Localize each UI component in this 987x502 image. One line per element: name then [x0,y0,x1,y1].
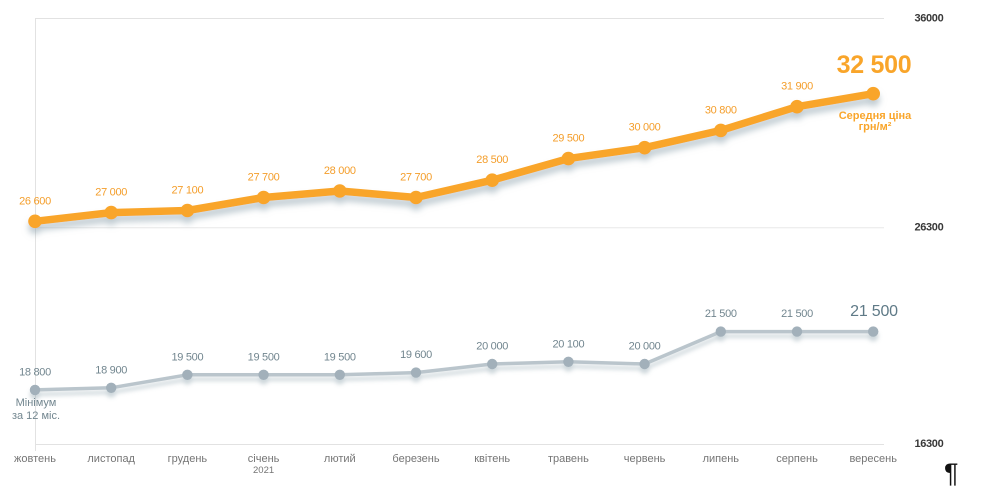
svg-text:листопад: листопад [87,453,135,465]
svg-text:21 500: 21 500 [850,303,898,320]
svg-text:18 900: 18 900 [95,364,127,376]
svg-text:20 000: 20 000 [476,341,508,353]
svg-text:27 000: 27 000 [95,187,127,199]
svg-text:Мінімум: Мінімум [16,397,57,409]
svg-text:жовтень: жовтень [14,453,56,465]
svg-text:18 800: 18 800 [19,366,51,378]
svg-text:32 500: 32 500 [837,51,912,79]
svg-text:липень: липень [703,453,740,465]
svg-text:грн/м²: грн/м² [859,121,892,133]
svg-text:27 700: 27 700 [248,172,280,184]
svg-text:27 100: 27 100 [171,185,203,197]
svg-text:21 500: 21 500 [705,308,737,320]
svg-text:¶: ¶ [944,458,959,488]
svg-text:26300: 26300 [915,222,944,234]
svg-text:26 600: 26 600 [19,195,51,207]
svg-text:36000: 36000 [915,13,944,25]
svg-text:Середня ціна: Середня ціна [839,110,912,122]
svg-text:2021: 2021 [253,465,274,476]
svg-text:29 500: 29 500 [552,133,584,145]
svg-text:19 600: 19 600 [400,349,432,361]
svg-text:серпень: серпень [776,453,818,465]
svg-text:вересень: вересень [849,453,897,465]
svg-text:травень: травень [548,453,589,465]
svg-text:20 100: 20 100 [552,338,584,350]
svg-text:20 000: 20 000 [629,341,661,353]
svg-text:лютий: лютий [324,453,356,465]
svg-text:19 500: 19 500 [248,351,280,363]
svg-text:28 500: 28 500 [476,154,508,166]
svg-text:30 000: 30 000 [629,122,661,134]
svg-text:січень: січень [248,453,280,465]
svg-text:30 800: 30 800 [705,104,737,116]
svg-text:16300: 16300 [915,438,944,450]
svg-text:червень: червень [624,453,666,465]
svg-text:21 500: 21 500 [781,308,813,320]
svg-text:квітень: квітень [474,453,510,465]
svg-text:28 000: 28 000 [324,165,356,177]
svg-text:31 900: 31 900 [781,81,813,93]
svg-text:грудень: грудень [168,453,208,465]
svg-text:19 500: 19 500 [171,351,203,363]
svg-text:27 700: 27 700 [400,172,432,184]
svg-text:за 12 міс.: за 12 міс. [12,410,60,422]
svg-text:березень: березень [392,453,439,465]
svg-text:19 500: 19 500 [324,351,356,363]
